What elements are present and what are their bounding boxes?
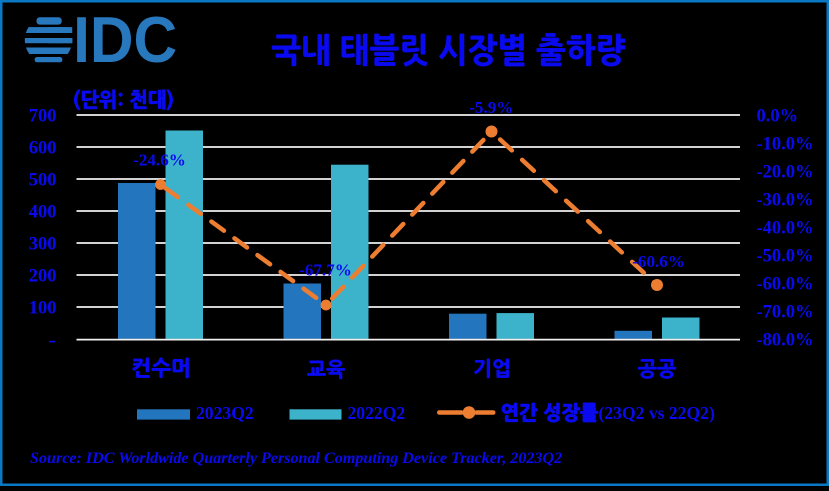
svg-text:-10.0%: -10.0% [757, 134, 814, 154]
svg-text:-60.6%: -60.6% [632, 252, 685, 271]
svg-text:(23Q2 vs 22Q2): (23Q2 vs 22Q2) [599, 403, 715, 423]
svg-text:-67.7%: -67.7% [299, 260, 352, 279]
svg-text:-20.0%: -20.0% [757, 162, 814, 182]
svg-text:400: 400 [29, 202, 57, 222]
svg-text:300: 300 [29, 234, 57, 254]
svg-text:100: 100 [29, 298, 57, 318]
svg-text:-50.0%: -50.0% [757, 246, 814, 266]
svg-text:700: 700 [29, 106, 57, 126]
svg-text:Source: IDC Worldwide Quarterl: Source: IDC Worldwide Quarterly Personal… [30, 450, 562, 467]
svg-text:-40.0%: -40.0% [757, 218, 814, 238]
svg-text:2022Q2: 2022Q2 [348, 403, 406, 423]
svg-text:-24.6%: -24.6% [133, 151, 186, 170]
svg-text:-60.0%: -60.0% [757, 274, 814, 294]
svg-text:-70.0%: -70.0% [757, 302, 814, 322]
svg-text:500: 500 [29, 170, 57, 190]
svg-text:0.0%: 0.0% [757, 106, 799, 126]
svg-text:IDC: IDC [73, 4, 177, 76]
svg-text:-30.0%: -30.0% [757, 190, 814, 210]
svg-text:2023Q2: 2023Q2 [196, 403, 254, 423]
svg-text:200: 200 [29, 266, 57, 286]
svg-text:600: 600 [29, 138, 57, 158]
svg-text:-5.9%: -5.9% [469, 98, 513, 117]
svg-text:-80.0%: -80.0% [757, 330, 814, 350]
